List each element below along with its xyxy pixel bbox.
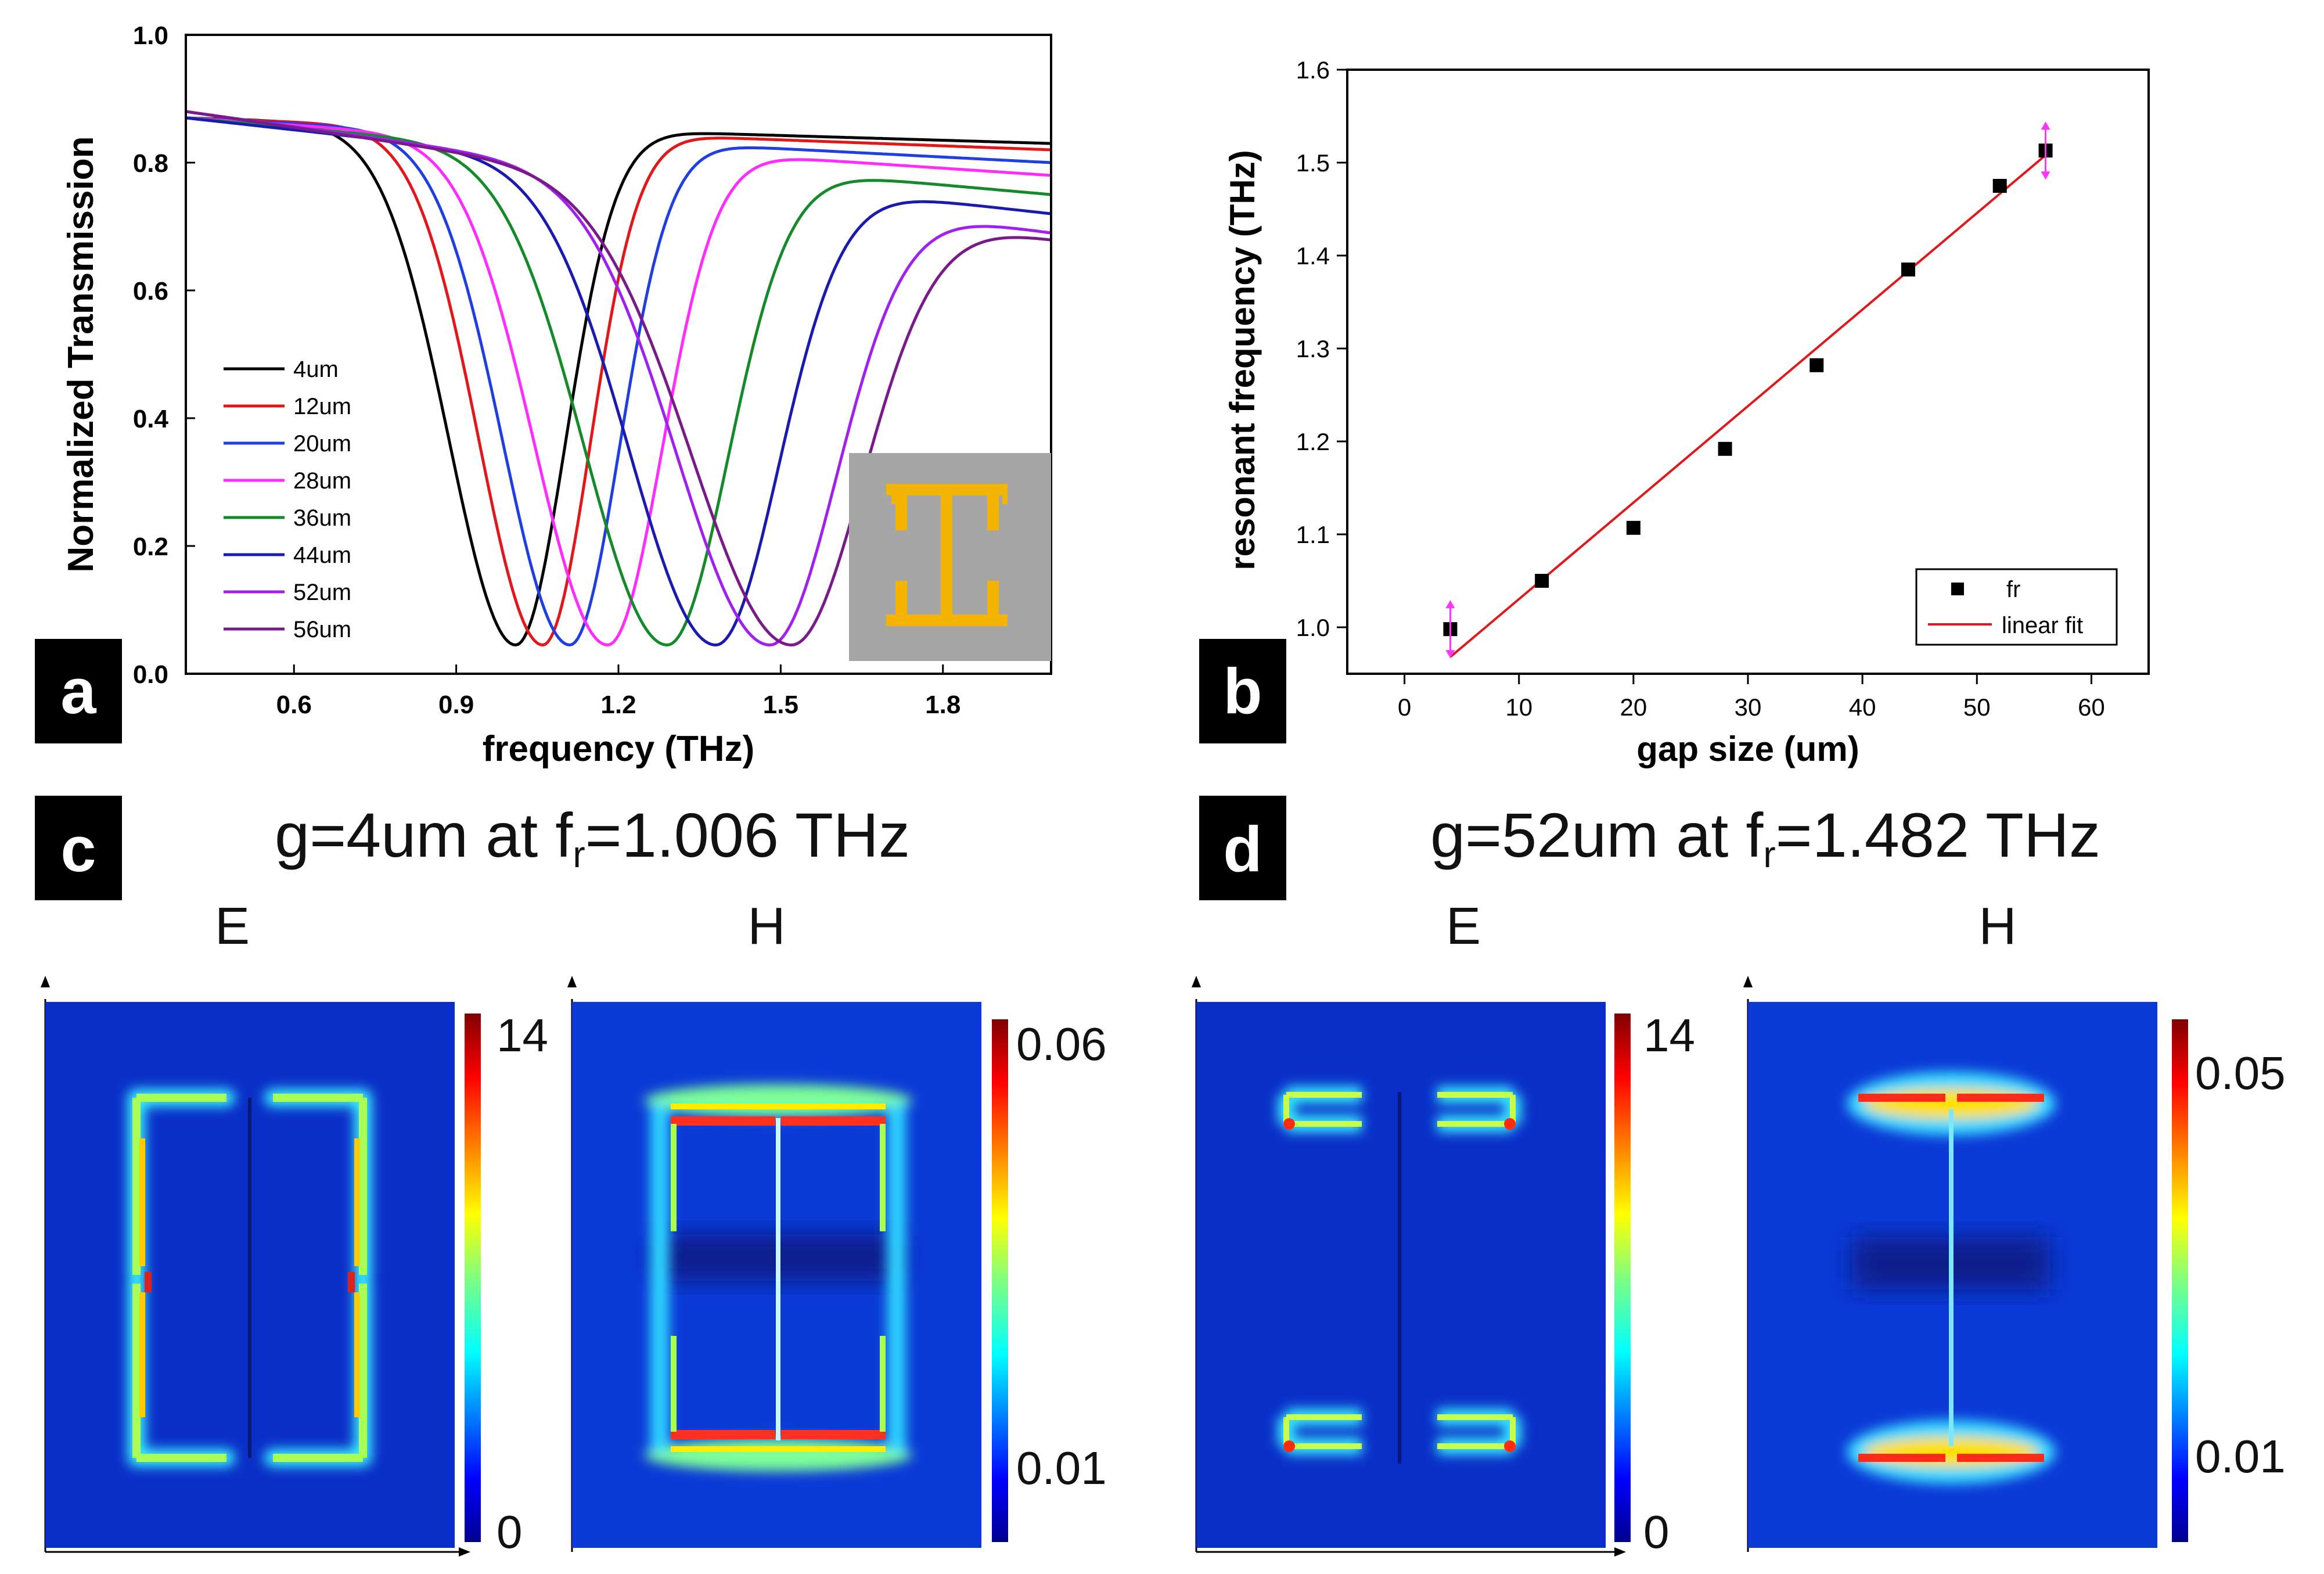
panel-d-h-colorbar: 0.05 0.01: [2172, 1019, 2286, 1542]
chart-a-xtick-label: 0.6: [276, 691, 312, 719]
chart-b-xtick-label: 60: [2078, 693, 2105, 721]
transmission-chart: 0.6 0.9 1.2 1.5 1.8 0.0 0.2 0.4 0.6 0.8 1.0 4um 12u…: [35, 21, 1052, 769]
panel-d-h-map: [1743, 976, 2157, 1552]
legend-label-20um: 20um: [293, 431, 351, 457]
chart-a-legend: 4um 12um 20um 28um 36um 44um 52um 56um: [224, 357, 351, 642]
legend-fr-marker: [1951, 583, 1964, 595]
chart-b-xtick-label: 20: [1620, 693, 1647, 721]
chart-b-ytick-label: 1.4: [1296, 242, 1330, 269]
transmission-series: [185, 110, 1052, 647]
scatter-point: [1809, 358, 1824, 372]
field-maps-4um: c g=4um at fr=1.006 THz E H 14 0: [35, 796, 1107, 1558]
chart-a-ytick-label: 0.2: [133, 533, 168, 561]
panel-c-h-max: 0.06: [1016, 1018, 1107, 1070]
panel-d-h-min: 0.01: [2195, 1431, 2286, 1482]
legend-label-36um: 36um: [293, 505, 351, 531]
chart-a-ylabel: Normalized Transmission: [61, 136, 101, 572]
chart-a-ytick-label: 1.0: [133, 21, 168, 50]
legend-label-56um: 56um: [293, 617, 351, 642]
panel-c-title: g=4um at fr=1.006 THz: [275, 800, 910, 875]
panel-c-tag-box: [35, 796, 122, 900]
chart-b-ytick-label: 1.0: [1296, 614, 1330, 641]
chart-a-xlabel: frequency (THz): [483, 729, 754, 769]
panel-c-e-colorbar: 14 0: [465, 1009, 548, 1558]
chart-b-xtick-label: 50: [1963, 693, 1991, 721]
field-maps-52um: d g=52um at fr=1.482 THz E H 14: [1192, 796, 2286, 1558]
scatter-point: [1626, 520, 1641, 535]
chart-b-ytick-label: 1.3: [1296, 335, 1330, 362]
legend-label-4um: 4um: [293, 357, 339, 382]
panel-c-e-map: [41, 976, 470, 1557]
series-line-28um: [185, 116, 1052, 647]
panel-d-tag: d: [1223, 814, 1262, 885]
chart-b-ylabel: resonant frequency (THz): [1223, 150, 1262, 570]
legend-fit-label: linear fit: [2002, 613, 2083, 638]
chart-b-xtick-label: 30: [1735, 693, 1762, 721]
scatter-point: [1901, 263, 1915, 276]
panel-d-e-min: 0: [1643, 1506, 1670, 1558]
chart-b-xlabel: gap size (um): [1636, 729, 1859, 768]
chart-b-legend: fr linear fit: [1915, 568, 2118, 646]
resonator-stem: [941, 495, 952, 614]
panel-c-h-min: 0.01: [1016, 1442, 1107, 1494]
chart-b-xtick-label: 40: [1849, 693, 1876, 721]
panel-b-tag: b: [1223, 656, 1262, 727]
chart-b-xtick-label: 0: [1398, 693, 1411, 721]
panel-c-h-colorbar: 0.06 0.01: [992, 1018, 1107, 1542]
chart-b-ytick-label: 1.6: [1296, 56, 1330, 84]
panel-c-e-min: 0: [497, 1506, 523, 1558]
chart-a-ytick-label: 0.8: [133, 149, 168, 178]
series-line-20um: [185, 116, 1052, 647]
resonator-inset: [849, 453, 1051, 661]
panel-d-h-max: 0.05: [2195, 1047, 2286, 1099]
legend-label-52um: 52um: [293, 580, 351, 605]
scatter-point: [1718, 441, 1732, 456]
legend-fr-label: fr: [2006, 577, 2020, 602]
legend-label-44um: 44um: [293, 542, 351, 568]
panel-a-tag-box: [35, 639, 122, 743]
chart-b-ytick-label: 1.1: [1296, 521, 1330, 548]
chart-a-xtick-label: 1.5: [763, 691, 798, 719]
resonator-bottom-bar: [886, 581, 1008, 626]
chart-b-ytick-label: 1.5: [1296, 149, 1330, 177]
chart-a-ytick-label: 0.6: [133, 277, 168, 306]
panel-d-e-label: E: [1446, 897, 1481, 955]
linear-fit-line: [1449, 154, 2046, 658]
panel-d-title: g=52um at fr=1.482 THz: [1430, 800, 2100, 875]
legend-label-12um: 12um: [293, 394, 351, 419]
legend-label-28um: 28um: [293, 468, 351, 494]
chart-b-xtick-label: 10: [1505, 693, 1532, 721]
chart-b-ytick-label: 1.2: [1296, 428, 1330, 455]
chart-a-xtick-label: 0.9: [438, 691, 474, 719]
chart-a-ytick-label: 0.4: [133, 405, 169, 433]
panel-c-e-label: E: [215, 897, 250, 955]
panel-d-e-colorbar: 14 0: [1614, 1009, 1695, 1558]
panel-c-tag: c: [60, 814, 96, 885]
panel-d-e-map: [1192, 976, 1626, 1557]
panel-c-e-max: 14: [497, 1009, 548, 1061]
panel-d-tag-box: [1199, 796, 1286, 900]
panel-b-tag-box: [1199, 639, 1286, 743]
chart-a-xtick-label: 1.8: [925, 691, 960, 719]
scatter-point: [1535, 574, 1549, 588]
series-line-56um: [185, 110, 1052, 647]
chart-a-ytick-label: 0.0: [133, 660, 168, 689]
panel-a-tag: a: [60, 656, 96, 727]
panel-d-h-label: H: [1979, 897, 2017, 955]
chart-a-xtick-label: 1.2: [600, 691, 636, 719]
panel-d-e-max: 14: [1643, 1009, 1695, 1061]
resonator-top-bar: [886, 484, 1008, 530]
panel-c-h-map: [567, 976, 981, 1552]
panel-c-h-label: H: [748, 897, 786, 955]
resonance-chart: 0 10 20 30 40 50 60 1.0 1.1 1.2 1.3 1.4 1.5 1.6 fr li…: [1199, 56, 2150, 768]
scatter-point: [1992, 179, 2007, 193]
